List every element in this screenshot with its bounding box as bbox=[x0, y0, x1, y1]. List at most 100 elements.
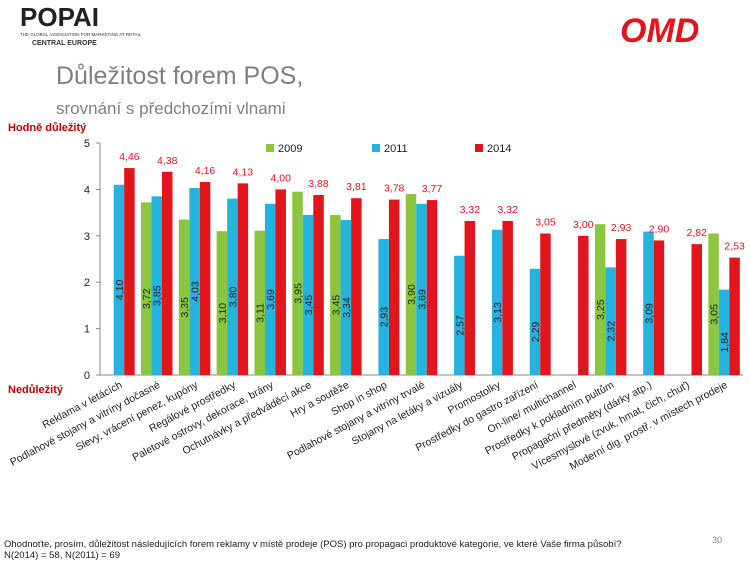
value-label: 3,05 bbox=[709, 304, 721, 325]
legend-swatch bbox=[266, 144, 274, 152]
popai-logo: POPAI bbox=[20, 2, 99, 32]
value-label: 3,35 bbox=[179, 297, 191, 318]
value-label: 2,57 bbox=[454, 315, 466, 336]
bar bbox=[330, 214, 341, 375]
bar bbox=[718, 289, 730, 375]
value-label: 3,77 bbox=[422, 183, 443, 195]
bar bbox=[605, 267, 616, 375]
bar bbox=[254, 230, 265, 375]
value-label: 2,53 bbox=[724, 241, 745, 253]
bar bbox=[529, 268, 541, 375]
popai-tagline: THE GLOBAL ASSOCIATION FOR MARKETING AT … bbox=[20, 32, 142, 37]
value-label: 2,32 bbox=[606, 321, 618, 342]
value-label: 3,05 bbox=[535, 216, 556, 228]
bar bbox=[151, 196, 162, 375]
bar bbox=[161, 171, 173, 375]
value-label: 3,80 bbox=[227, 286, 239, 307]
bar bbox=[540, 233, 551, 375]
value-label: 2,90 bbox=[649, 223, 670, 235]
bar bbox=[615, 239, 627, 375]
footnote: Ohodnoťte, prosím, důležitost následujíc… bbox=[4, 539, 622, 550]
bar bbox=[464, 220, 476, 375]
bar bbox=[340, 220, 352, 375]
value-label: 4,16 bbox=[195, 165, 216, 177]
sample-size: N(2014) = 58, N(2011) = 69 bbox=[4, 550, 120, 561]
bar bbox=[491, 229, 503, 375]
bar bbox=[454, 255, 465, 375]
bar bbox=[275, 189, 286, 375]
value-label: 3,90 bbox=[406, 284, 418, 305]
bar bbox=[199, 181, 211, 375]
page-number: 30 bbox=[712, 535, 722, 545]
value-label: 3,88 bbox=[308, 178, 329, 190]
bar bbox=[216, 231, 228, 375]
value-label: 4,10 bbox=[114, 280, 126, 301]
bar bbox=[227, 198, 238, 375]
legend-swatch bbox=[475, 144, 483, 152]
value-label: 3,13 bbox=[492, 302, 504, 323]
value-label: 4,00 bbox=[270, 172, 291, 184]
value-label: 3,09 bbox=[643, 303, 655, 324]
value-label: 4,13 bbox=[233, 166, 254, 178]
value-label: 4,46 bbox=[119, 151, 140, 163]
legend-label: 2011 bbox=[384, 143, 408, 155]
value-label: 4,38 bbox=[157, 155, 178, 167]
value-label: 3,11 bbox=[255, 303, 267, 323]
value-label: 3,32 bbox=[460, 204, 481, 216]
legend-label: 2014 bbox=[487, 143, 511, 155]
y-tick-label: 5 bbox=[84, 138, 90, 150]
bar bbox=[502, 220, 513, 375]
bar bbox=[388, 199, 400, 375]
y-tick-label: 1 bbox=[84, 324, 90, 336]
value-label: 1,84 bbox=[719, 332, 731, 353]
y-tick-label: 3 bbox=[84, 231, 90, 243]
bar bbox=[189, 188, 200, 375]
bar bbox=[292, 191, 303, 375]
chart-title: Důležitost forem POS, bbox=[56, 62, 303, 90]
value-label: 3,25 bbox=[595, 299, 607, 320]
bar bbox=[594, 224, 606, 375]
value-label: 3,32 bbox=[497, 204, 518, 216]
value-label: 3,00 bbox=[573, 219, 594, 231]
value-label: 3,95 bbox=[293, 283, 305, 304]
value-label: 2,82 bbox=[687, 227, 708, 239]
bar bbox=[578, 235, 589, 375]
bar bbox=[426, 200, 438, 375]
bar bbox=[378, 239, 389, 375]
bar bbox=[237, 183, 249, 375]
value-label: 3,85 bbox=[152, 285, 164, 306]
bar bbox=[113, 184, 125, 375]
legend-swatch bbox=[372, 144, 380, 152]
chart-subtitle: srovnání s předchozími vlnami bbox=[56, 99, 286, 118]
bar bbox=[691, 244, 703, 375]
bar bbox=[302, 214, 314, 375]
value-label: 3,10 bbox=[217, 303, 229, 324]
annotation-top: Hodně důležitý bbox=[8, 122, 87, 134]
value-label: 2,93 bbox=[379, 307, 391, 328]
value-label: 3,45 bbox=[303, 295, 315, 316]
legend-label: 2009 bbox=[278, 143, 302, 155]
bar bbox=[351, 198, 362, 375]
bar bbox=[178, 219, 190, 375]
bar bbox=[313, 194, 324, 375]
bar bbox=[140, 202, 152, 375]
y-tick-label: 2 bbox=[84, 277, 90, 289]
value-label: 3,34 bbox=[341, 297, 353, 318]
annotation-bottom: Nedůležitý bbox=[8, 384, 64, 396]
y-tick-label: 0 bbox=[84, 370, 90, 382]
bar bbox=[264, 203, 276, 375]
y-tick-label: 4 bbox=[84, 184, 90, 196]
bar bbox=[416, 203, 427, 375]
bar bbox=[729, 257, 740, 375]
value-label: 3,45 bbox=[330, 295, 342, 316]
bar bbox=[643, 231, 654, 375]
value-label: 3,78 bbox=[384, 183, 405, 195]
bar bbox=[653, 240, 665, 375]
value-label: 3,69 bbox=[417, 289, 429, 310]
value-label: 2,93 bbox=[611, 222, 632, 234]
value-label: 4,03 bbox=[190, 281, 202, 302]
omd-logo: OMD bbox=[620, 12, 699, 50]
value-label: 3,81 bbox=[346, 181, 367, 193]
value-label: 3,69 bbox=[265, 289, 277, 310]
